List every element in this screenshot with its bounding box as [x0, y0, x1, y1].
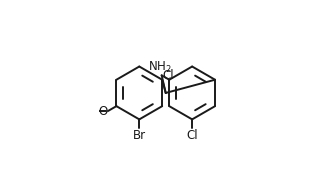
- Text: Br: Br: [133, 129, 146, 142]
- Text: Cl: Cl: [162, 69, 174, 82]
- Text: Cl: Cl: [186, 129, 198, 142]
- Text: NH$_2$: NH$_2$: [148, 59, 172, 75]
- Text: O: O: [98, 105, 107, 118]
